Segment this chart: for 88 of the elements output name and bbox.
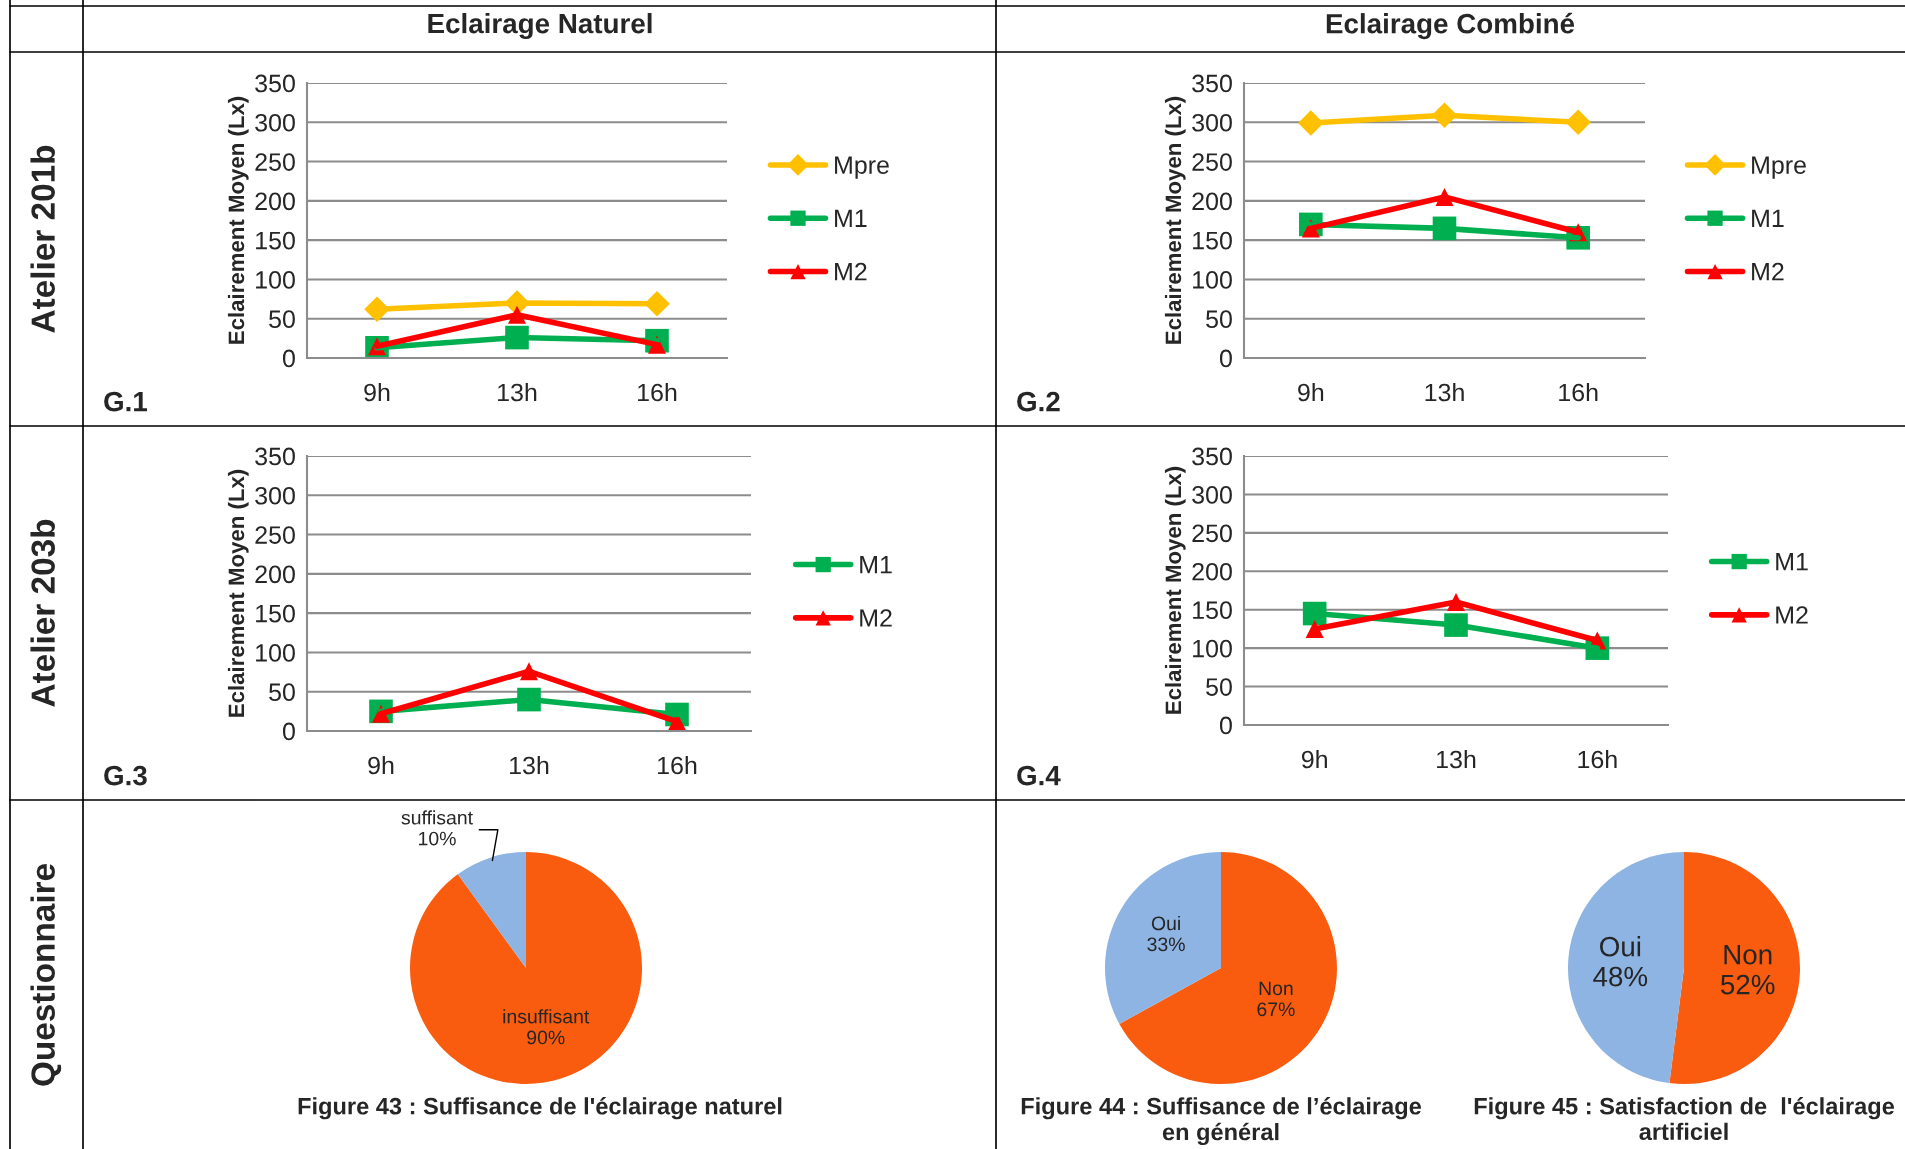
text: Atelier 201b (30, 145, 55, 333)
y-tick-label: 300 (1192, 113, 1232, 132)
y-tick-label: 100 (1193, 271, 1232, 289)
chart-title: Eclairage Naturel (428, 12, 652, 40)
pie-slice (410, 852, 642, 1084)
x-tick-label: 9h (364, 383, 390, 402)
y-tick-label: 50 (1206, 678, 1232, 696)
x-tick-label: 13h (1425, 383, 1464, 402)
data-label: 67% (1257, 1002, 1295, 1017)
slice-label: Non (1724, 945, 1772, 965)
y-tick-label: 0 (282, 722, 295, 741)
legend-label: M1 (860, 556, 892, 574)
y-tick-label: 300 (255, 486, 295, 505)
y-tick-label: 50 (269, 310, 295, 329)
y-axis-title: Eclairement Moyen (Lx) (1164, 96, 1186, 344)
y-tick-label: 150 (256, 231, 295, 250)
y-tick-label: 150 (1193, 601, 1232, 620)
y-axis-title: Eclairement Moyen (Lx) (227, 469, 249, 717)
y-tick-label: 200 (1192, 192, 1232, 211)
y-axis-title: Eclairement Moyen (Lx) (1164, 466, 1186, 714)
y-tick-label: 250 (1192, 524, 1232, 543)
y-tick-label: 350 (255, 74, 295, 93)
y-tick-label: 50 (269, 683, 295, 702)
legend-label: M1 (1776, 553, 1808, 571)
x-tick-label: 13h (1437, 750, 1476, 769)
legend-label: M2 (860, 609, 892, 627)
y-tick-label: 200 (255, 192, 295, 211)
x-tick-label: 16h (638, 383, 677, 402)
y-tick-label: 0 (1219, 349, 1232, 368)
legend-label: M2 (835, 262, 867, 281)
y-tick-label: 150 (256, 604, 295, 623)
text: Figure 44 : Suffisance de l’éclairage en général (1021, 1097, 1421, 1146)
text: G.2 (1017, 391, 1060, 412)
legend-label: M1 (1752, 209, 1784, 227)
data-label: 90% (527, 1030, 565, 1045)
y-tick-label: 150 (1193, 231, 1232, 250)
y-tick-label: 0 (282, 349, 295, 368)
x-tick-label: 13h (510, 756, 549, 775)
y-tick-label: 100 (1193, 639, 1232, 658)
slice-label: insuffisant (503, 1009, 590, 1024)
text: Figure 45 : Satisfaction de l'éclairage artificiel (1474, 1097, 1894, 1141)
x-tick-label: 9h (1301, 750, 1327, 769)
legend-label: Mpre (835, 156, 889, 179)
y-tick-label: 250 (1192, 153, 1232, 171)
data-label: 10% (419, 831, 456, 846)
y-tick-label: 350 (1192, 447, 1232, 466)
y-tick-label: 250 (255, 153, 295, 171)
x-tick-label: 16h (1559, 383, 1598, 402)
y-tick-label: 100 (256, 271, 295, 289)
data-label: 33% (1147, 937, 1185, 952)
y-tick-label: 200 (255, 565, 295, 584)
data-label: 52% (1720, 974, 1775, 995)
pie-slice (1669, 852, 1800, 1084)
slice-label: Non (1259, 981, 1293, 996)
y-tick-label: 200 (1192, 562, 1232, 581)
text: Figure 43 : Suffisance de l'éclairage naturel (298, 1097, 782, 1120)
pie-slice (1119, 852, 1337, 1084)
x-tick-label: 13h (498, 383, 537, 402)
x-tick-label: 9h (368, 756, 394, 775)
y-tick-label: 350 (255, 447, 295, 466)
pie-slice (457, 852, 526, 968)
slice-label: suffisant (401, 810, 473, 825)
text: Questionnaire (30, 864, 62, 1086)
text: G.1 (104, 391, 147, 412)
y-tick-label: 300 (255, 113, 295, 132)
text: G.3 (104, 765, 147, 786)
y-tick-label: 300 (1192, 486, 1232, 504)
legend-label: Mpre (1752, 156, 1806, 179)
chart-title: Eclairage Combiné (1326, 12, 1575, 40)
legend-label: M2 (1752, 262, 1784, 281)
y-tick-label: 0 (1219, 716, 1232, 735)
y-tick-label: 50 (1206, 310, 1232, 329)
slice-label: Oui (1151, 915, 1180, 931)
pie-slice (1105, 852, 1221, 1024)
x-tick-label: 16h (658, 756, 697, 775)
slice-label: Oui (1600, 936, 1641, 957)
y-tick-label: 350 (1192, 74, 1232, 93)
pie-slice (1568, 852, 1684, 1084)
x-tick-label: 9h (1298, 383, 1324, 402)
text: Atelier 203b (30, 519, 55, 707)
data-label: 48% (1593, 966, 1648, 987)
y-tick-label: 100 (256, 644, 295, 662)
y-axis-title: Eclairement Moyen (Lx) (227, 96, 249, 344)
text: G.4 (1017, 765, 1061, 786)
x-tick-label: 16h (1578, 750, 1617, 769)
legend-label: M1 (835, 209, 867, 227)
legend-label: M2 (1776, 606, 1808, 624)
y-tick-label: 250 (255, 526, 295, 544)
